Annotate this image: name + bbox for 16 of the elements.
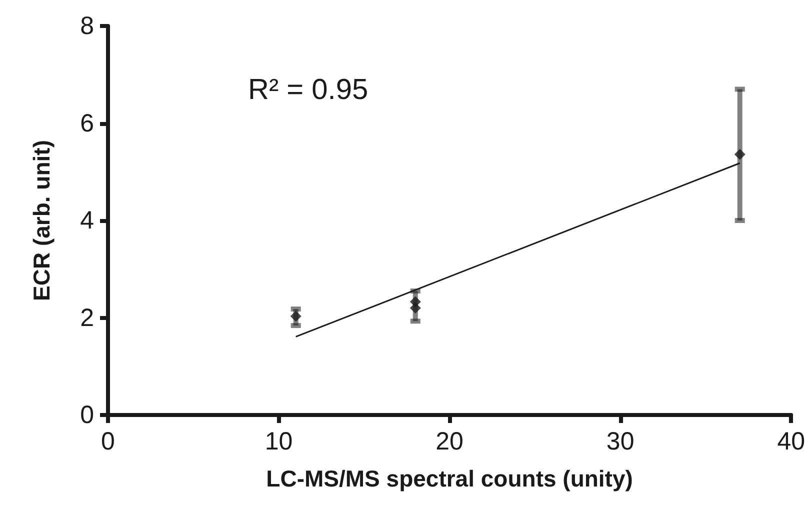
point xyxy=(410,302,421,314)
y-tick-label: 4 xyxy=(80,206,94,234)
y-tick-label: 8 xyxy=(80,12,94,40)
x-tick-label: 30 xyxy=(606,428,634,456)
x-tick-label: 40 xyxy=(777,428,805,456)
point xyxy=(290,310,302,322)
x-tick-label: 10 xyxy=(264,428,293,456)
annotation: R² = 0.95 xyxy=(248,74,368,106)
x-tick-label: 20 xyxy=(436,428,464,456)
y-tick-label: 2 xyxy=(80,304,94,332)
point xyxy=(734,148,746,160)
y-tick-label: 6 xyxy=(80,109,94,138)
x-axis-title: LC-MS/MS spectral counts (unity) xyxy=(266,466,633,492)
y-tick-label: 0 xyxy=(80,401,94,429)
x-tick-label: 0 xyxy=(101,428,115,456)
y-axis-title: ECR (arb. unit) xyxy=(28,140,54,301)
